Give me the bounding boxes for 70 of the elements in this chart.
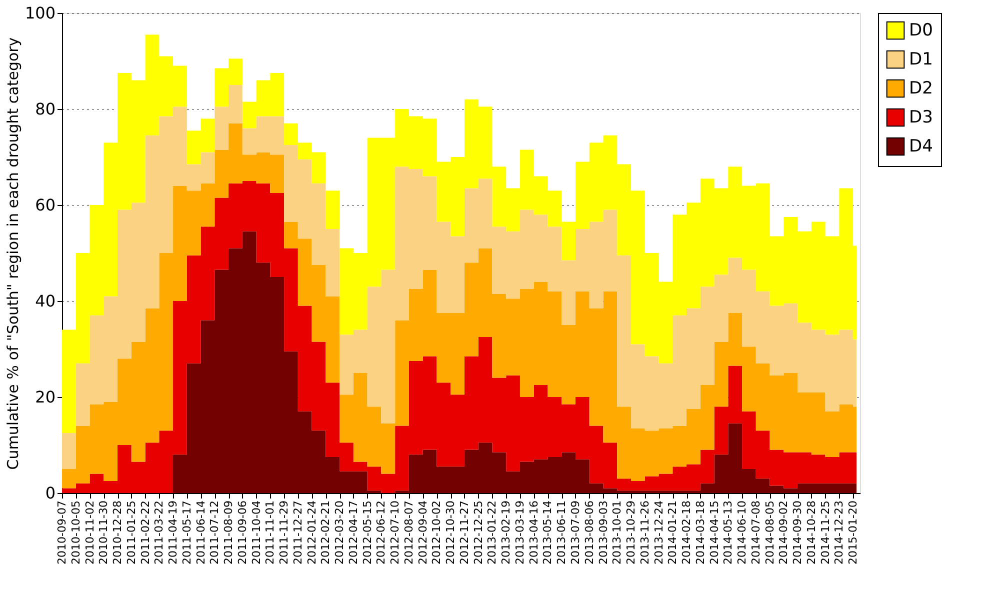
x-tick-label: 2013-11-26 (638, 500, 652, 564)
x-tick-label: 2013-04-16 (527, 500, 540, 564)
x-tick-label: 2014-07-08 (749, 500, 762, 564)
x-tick-label: 2013-12-24 (652, 500, 666, 564)
x-tick-label: 2013-10-01 (610, 500, 624, 564)
x-tick-label: 2011-07-12 (208, 500, 222, 564)
y-tick-label: 0 (45, 484, 56, 502)
x-tick-label: 2012-07-10 (388, 500, 402, 564)
x-tick-label: 2014-05-13 (722, 500, 735, 564)
x-tick-label: 2014-03-18 (694, 500, 707, 564)
x-tick-label: 2013-07-09 (568, 500, 582, 564)
x-tick-label: 2011-03-22 (152, 500, 166, 564)
x-tick-label: 2013-10-29 (624, 500, 638, 564)
x-tick-label: 2013-09-03 (596, 500, 610, 564)
x-tick-label: 2012-09-04 (416, 500, 430, 564)
y-tick-label: 40 (35, 292, 56, 310)
x-tick-label: 2014-02-18 (680, 500, 694, 564)
x-tick-label: 2012-06-12 (374, 500, 388, 564)
x-tick-label: 2012-10-30 (444, 500, 458, 564)
x-tick-label: 2013-02-19 (500, 500, 513, 564)
x-tick-label: 2013-08-06 (582, 500, 596, 564)
x-tick-label: 2011-11-01 (264, 500, 277, 564)
y-tick-label: 60 (35, 196, 56, 214)
x-tick-label: 2012-05-15 (360, 500, 374, 564)
legend-label: D3 (909, 108, 933, 128)
x-tick-label: 2013-03-19 (513, 500, 526, 564)
x-tick-label: 2012-08-07 (402, 500, 416, 564)
legend-label: D1 (909, 50, 933, 70)
x-tick-label: 2010-12-28 (111, 500, 124, 564)
x-tick-label: 2012-04-17 (346, 500, 360, 564)
x-tick-label: 2011-01-25 (124, 500, 138, 564)
x-tick-label: 2011-02-22 (138, 500, 152, 564)
x-tick-label: 2014-04-15 (708, 500, 721, 564)
x-tick-label: 2011-10-04 (250, 500, 263, 564)
y-tick-label: 20 (35, 388, 56, 406)
x-tick-label: 2014-09-30 (791, 500, 804, 564)
x-tick-label: 2013-05-14 (541, 500, 554, 564)
x-tick-label: 2014-06-10 (736, 500, 749, 564)
x-tick-label: 2011-11-29 (278, 500, 291, 564)
x-tick-label: 2012-02-21 (319, 500, 332, 564)
x-tick-label: 2012-01-24 (305, 500, 318, 564)
x-tick-label: 2010-11-30 (97, 500, 110, 564)
x-tick-label: 2011-04-19 (166, 500, 180, 564)
x-tick-label: 2013-06-11 (555, 500, 568, 564)
x-tick-label: 2012-12-25 (472, 500, 485, 564)
x-tick-label: 2010-10-05 (69, 500, 82, 564)
y-axis-title: Cumulative % of "South" region in each drought category (4, 37, 22, 470)
x-tick-label: 2011-08-09 (222, 500, 236, 564)
x-tick-label: 2011-12-27 (291, 500, 304, 564)
x-tick-label: 2011-06-14 (194, 500, 208, 564)
x-tick-label: 2010-11-02 (83, 500, 96, 564)
x-tick-label: 2014-08-05 (763, 500, 776, 564)
legend-label: D2 (909, 78, 933, 98)
x-tick-label: 2010-09-07 (56, 500, 68, 564)
legend-label: D4 (909, 136, 933, 156)
legend-label: D0 (909, 20, 933, 40)
x-tick-label: 2011-05-17 (180, 500, 194, 564)
x-tick-label: 2014-10-28 (804, 500, 818, 564)
x-tick-label: 2011-09-06 (236, 500, 249, 564)
x-tick-label: 2014-09-02 (777, 500, 790, 564)
x-tick-label: 2014-12-23 (832, 500, 846, 564)
x-tick-label: 2012-03-20 (333, 500, 346, 564)
x-tick-label: 2012-11-27 (458, 500, 471, 564)
x-tick-label: 2014-01-21 (666, 500, 680, 564)
x-tick-label: 2014-11-25 (818, 500, 832, 564)
y-tick-label: 100 (24, 4, 56, 22)
x-tick-label: 2012-10-02 (430, 500, 444, 564)
x-tick-label: 2013-01-22 (486, 500, 499, 564)
x-tick-label: 2015-01-20 (846, 500, 860, 564)
y-tick-label: 80 (35, 100, 56, 118)
